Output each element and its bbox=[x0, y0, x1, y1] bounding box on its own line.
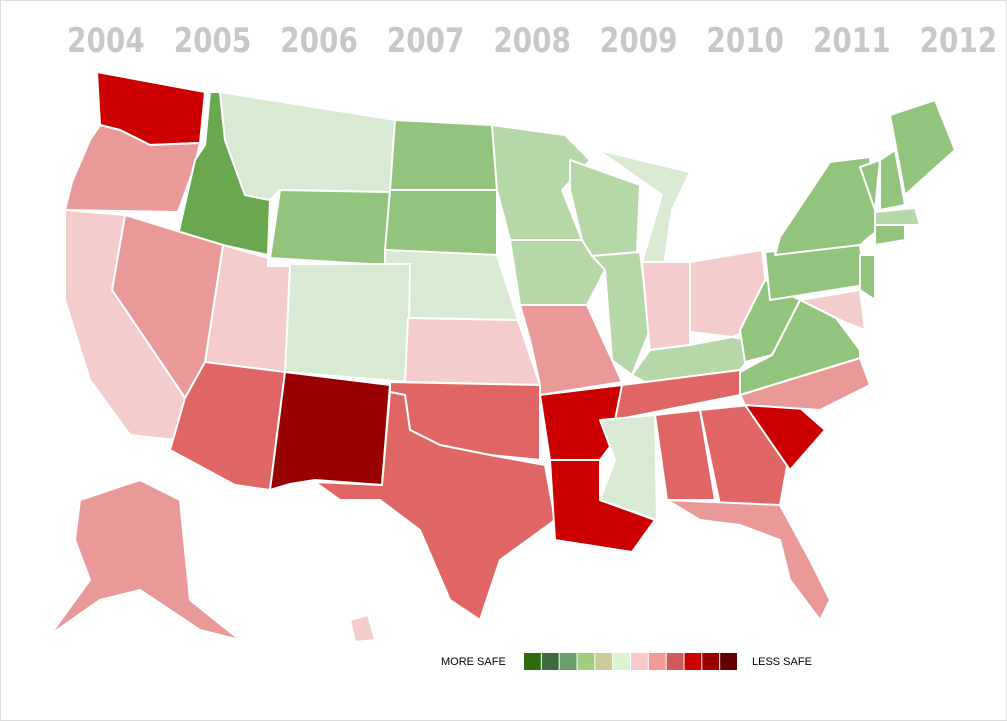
year-tab[interactable]: 2005 bbox=[174, 21, 252, 60]
year-selector: 2004200520062007200820092010201120122013 bbox=[67, 21, 998, 60]
year-tab[interactable]: 2008 bbox=[493, 21, 571, 60]
legend-swatch bbox=[648, 653, 666, 670]
year-tab[interactable]: 2006 bbox=[280, 21, 358, 60]
year-tab[interactable]: 2004 bbox=[67, 21, 145, 60]
legend-low-label: MORE SAFE bbox=[441, 656, 506, 668]
legend-swatch bbox=[702, 653, 720, 670]
year-tab[interactable]: 2009 bbox=[600, 21, 678, 60]
legend-high-label: LESS SAFE bbox=[752, 656, 812, 668]
legend-swatch bbox=[541, 653, 559, 670]
legend-swatch bbox=[720, 653, 737, 670]
legend-swatch bbox=[666, 653, 684, 670]
year-tab[interactable]: 2010 bbox=[706, 21, 784, 60]
legend-swatch bbox=[684, 653, 702, 670]
legend-swatch bbox=[613, 653, 630, 670]
legend-scale bbox=[524, 653, 737, 670]
legend-swatch bbox=[524, 653, 541, 670]
year-tab[interactable]: 2012 bbox=[920, 21, 998, 60]
year-tab[interactable]: 2011 bbox=[813, 21, 891, 60]
us-map bbox=[49, 71, 956, 643]
legend-swatch bbox=[559, 653, 577, 670]
legend-swatch bbox=[595, 653, 613, 670]
legend-swatch bbox=[631, 653, 648, 670]
legend-swatch bbox=[577, 653, 595, 670]
year-tab[interactable]: 2007 bbox=[387, 21, 465, 60]
